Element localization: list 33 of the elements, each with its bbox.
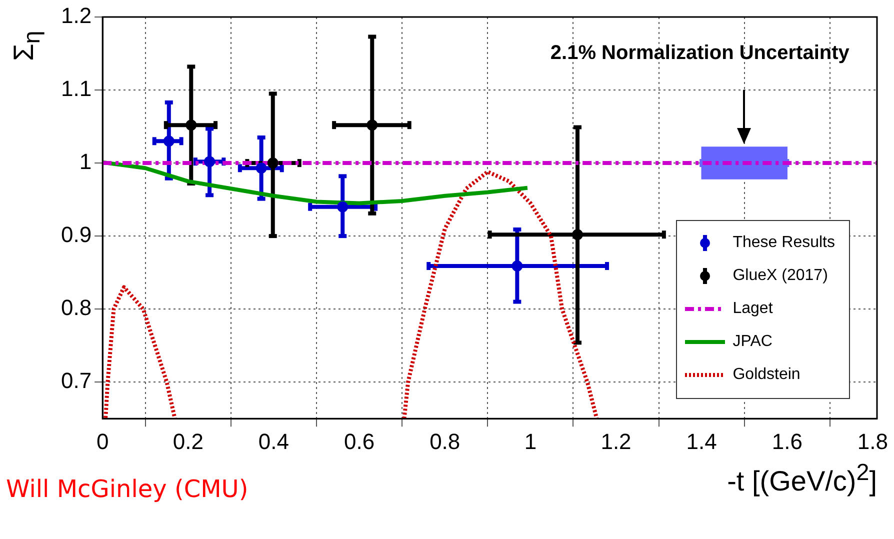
point: [267, 158, 278, 169]
legend-label: Goldstein: [732, 366, 800, 384]
point: [366, 120, 378, 131]
annotation: 2.1% Normalization Uncertainty: [550, 42, 850, 65]
x-tick-label: 0.2: [172, 428, 204, 454]
y-tick-label: 0.8: [60, 295, 92, 320]
point: [512, 260, 523, 272]
x-tick-label: 1.2: [600, 428, 632, 454]
point: [337, 201, 348, 212]
x-tick-label: 0.4: [258, 428, 290, 454]
x-axis-title: -t [(GeV/c)$^{2}$]: [727, 458, 877, 497]
legend-label: GlueX (2017): [732, 267, 828, 286]
legend-label: Laget: [732, 300, 773, 318]
point: [204, 156, 216, 168]
x-tick-label: 1.8: [857, 428, 888, 454]
y-tick-label: 1.1: [60, 76, 92, 102]
legend-label: These Results: [732, 234, 835, 252]
x-tick-label: 1.6: [772, 428, 802, 454]
x-tick-label: 1.4: [686, 428, 717, 454]
y-tick-label: 0.9: [60, 222, 92, 248]
y-tick-label: 0.7: [60, 368, 92, 394]
text: Will McGinley (CMU): [6, 474, 248, 503]
x-tick-label: 0.8: [430, 428, 460, 454]
point: [186, 120, 197, 131]
legend-label: JPAC: [732, 333, 772, 352]
point: [163, 136, 174, 147]
x-tick-label: 0.6: [344, 428, 375, 454]
y-tick-label: 1.2: [60, 3, 92, 28]
x-tick-label: 1: [524, 428, 537, 454]
point: [572, 229, 583, 240]
x-tick-label: 0: [96, 428, 109, 454]
point: [256, 162, 267, 174]
y-tick-label: 1: [79, 149, 92, 174]
